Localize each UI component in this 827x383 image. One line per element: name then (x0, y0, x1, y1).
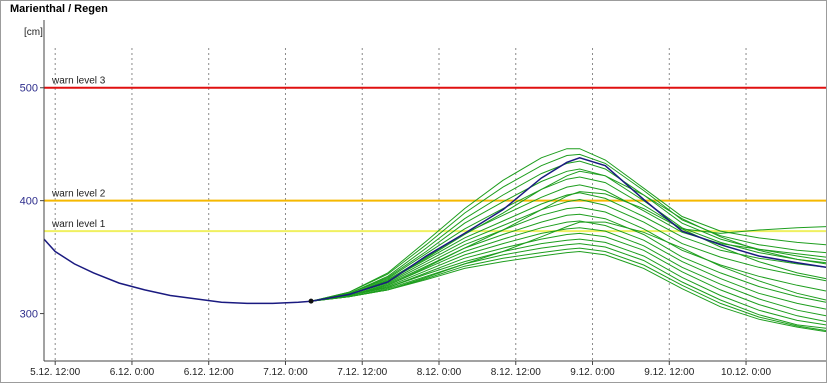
ensemble-line-17 (311, 250, 827, 333)
ensemble-line-4 (310, 168, 827, 302)
warn-level-label: warn level 1 (51, 219, 106, 230)
x-tick-label: 9.12. 0:00 (570, 367, 615, 378)
y-tick-label: 300 (20, 309, 38, 321)
axis-layer: 5.12. 12:00 6.12. 0:00 6.12. 12:00 7.12. 0:… (20, 20, 826, 378)
ensemble-line-3 (310, 160, 827, 302)
ensemble-line-1 (310, 148, 827, 302)
ensemble-line-15 (311, 243, 827, 329)
grid-layer (54, 48, 747, 361)
ensemble-line-10 (311, 213, 827, 303)
x-tick-label: 10.12. 0:00 (721, 367, 771, 378)
x-tick-label: 5.12. 12:00 (30, 367, 80, 378)
ensemble-line-12 (311, 227, 827, 317)
warn-level-layer: warn level 3 warn level 2 warn level 1 (44, 76, 826, 233)
forecast-start-point (308, 298, 314, 304)
x-tick-label: 7.12. 12:00 (337, 367, 387, 378)
x-tick-label: 7.12. 0:00 (263, 367, 308, 378)
y-axis-unit-label: [cm] (24, 27, 43, 38)
ensemble-layer (310, 148, 827, 333)
y-tick-label: 500 (20, 83, 38, 95)
ensemble-line-13 (311, 232, 827, 322)
observed-layer (43, 157, 827, 305)
ensemble-line-8 (311, 198, 827, 302)
x-tick-label: 8.12. 0:00 (417, 367, 462, 378)
ensemble-line-18 (311, 221, 827, 302)
ensemble-line-16 (311, 247, 827, 331)
main-forecast-line (310, 157, 827, 302)
warn-level-label: warn level 2 (51, 189, 106, 200)
observed-line (43, 238, 312, 305)
x-tick-label: 6.12. 12:00 (184, 367, 234, 378)
ensemble-line-9 (311, 206, 827, 302)
x-tick-label: 8.12. 12:00 (491, 367, 541, 378)
y-tick-label: 400 (20, 196, 38, 208)
ensemble-line-19 (311, 191, 827, 302)
ensemble-line-14 (311, 238, 827, 326)
ensemble-line-5 (310, 176, 827, 302)
x-tick-label: 9.12. 12:00 (644, 367, 694, 378)
x-tick-label: 6.12. 0:00 (110, 367, 155, 378)
chart-title: Marienthal / Regen (10, 3, 108, 15)
warn-level-label: warn level 3 (51, 76, 106, 87)
ensemble-line-2 (310, 153, 827, 302)
